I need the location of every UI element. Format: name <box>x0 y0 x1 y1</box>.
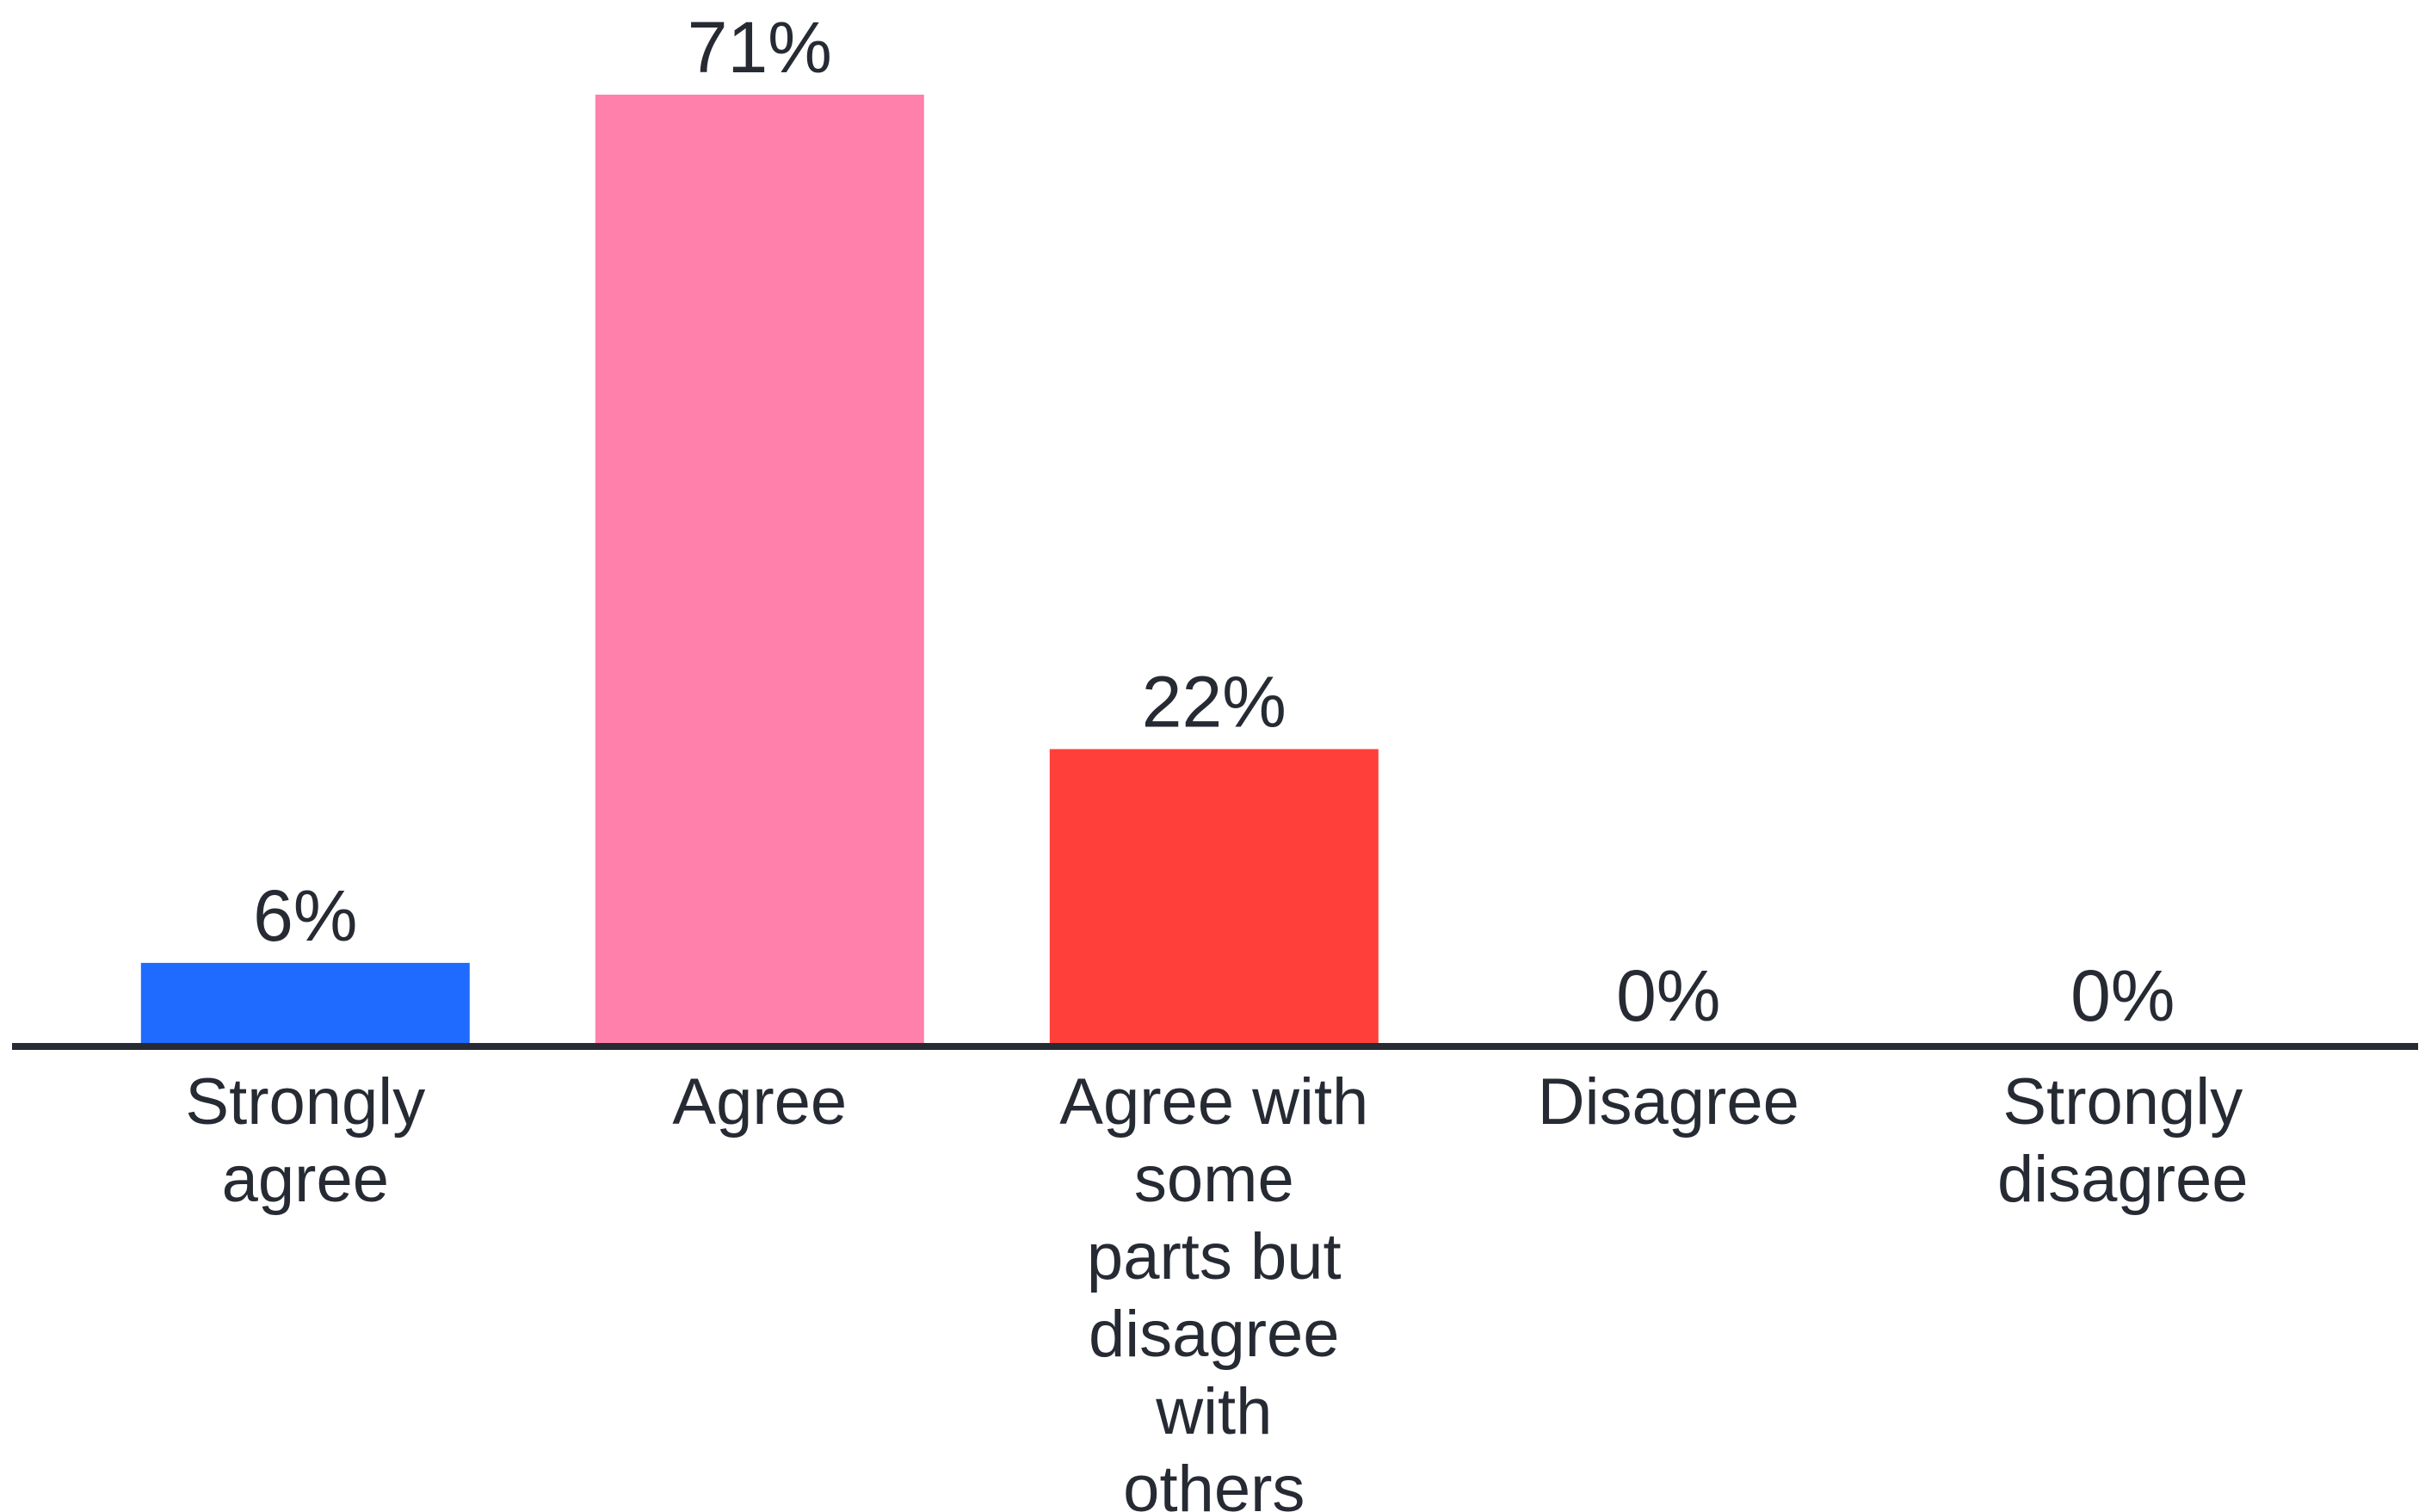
category-label-line: Disagree <box>1538 1065 1799 1139</box>
value-labels-layer: 6% 71% 22% 0% 0% <box>253 7 2175 1036</box>
category-label-line: others <box>1123 1453 1305 1512</box>
category-label-line: Agree with <box>1059 1065 1368 1139</box>
value-label-3: 22% <box>1142 662 1287 743</box>
category-label-line: parts but <box>1087 1220 1342 1293</box>
category-label-2: Agree <box>672 1065 847 1139</box>
category-label-line: disagree <box>1997 1143 2249 1216</box>
bar-3 <box>1049 749 1379 1043</box>
value-label-4: 0% <box>1616 955 1720 1036</box>
category-label-5: Strongly disagree <box>1997 1065 2249 1216</box>
category-label-line: with <box>1155 1375 1272 1448</box>
value-label-5: 0% <box>2070 955 2175 1036</box>
bar-2 <box>595 95 924 1043</box>
bar-1 <box>140 962 470 1043</box>
category-label-line: some <box>1134 1143 1294 1216</box>
category-label-line: agree <box>222 1143 389 1216</box>
value-label-1: 6% <box>253 875 357 956</box>
category-label-1: Strongly agree <box>185 1065 425 1216</box>
category-label-line: Strongly <box>185 1065 425 1139</box>
value-label-2: 71% <box>688 7 832 88</box>
category-label-line: Strongly <box>2002 1065 2243 1139</box>
category-label-3: Agree with some parts but disagree with other… <box>1059 1065 1368 1512</box>
category-label-line: Agree <box>672 1065 847 1139</box>
category-label-line: disagree <box>1089 1298 1340 1371</box>
category-label-4: Disagree <box>1538 1065 1799 1139</box>
bars-layer <box>140 95 1379 1043</box>
